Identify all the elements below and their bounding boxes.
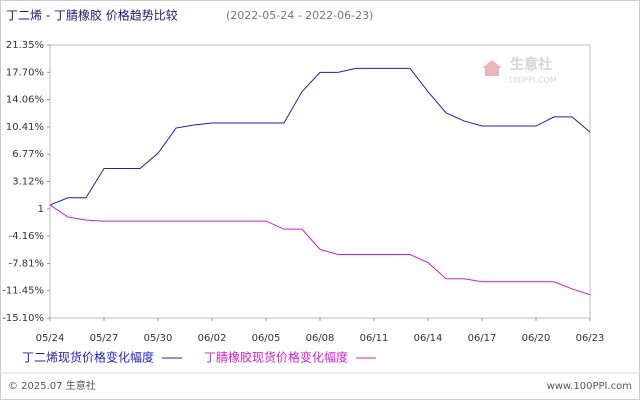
y-tick-label: 1: [38, 204, 44, 215]
y-tick-label: 3.12%: [12, 177, 44, 188]
y-tick-label: 6.77%: [12, 149, 44, 160]
legend-label: 丁二烯现货价格变化幅度: [22, 350, 154, 365]
series-line: [49, 204, 591, 296]
x-tick-label: 06/05: [252, 333, 281, 344]
y-tick-label: 17.70%: [6, 67, 44, 78]
x-tick-label: 06/20: [522, 333, 551, 344]
legend-label: 丁腈橡胶现货价格变化幅度: [204, 350, 348, 365]
y-tick-label: -7.81%: [9, 258, 44, 269]
x-tick-label: 06/23: [576, 333, 605, 344]
x-tick-label: 06/14: [414, 333, 443, 344]
y-tick-label: -15.10%: [2, 313, 44, 324]
x-tick-label: 05/27: [90, 333, 119, 344]
chart-title: 丁二烯 - 丁腈橡胶 价格趋势比较: [6, 8, 178, 23]
x-tick-label: 06/17: [468, 333, 497, 344]
x-tick-label: 05/24: [36, 333, 65, 344]
series-line: [49, 67, 591, 206]
y-tick-label: 10.41%: [6, 122, 44, 133]
x-tick-label: 06/11: [360, 333, 389, 344]
y-tick-label: -11.45%: [2, 286, 44, 297]
watermark-name: 生意社: [510, 56, 552, 73]
watermark-icon: [482, 60, 502, 76]
plot-area: [49, 44, 591, 319]
footer-left: © 2025.07 生意社: [8, 379, 96, 392]
watermark: 生意社 100PPI.COM: [482, 56, 557, 85]
chart-subtitle: (2022-05-24 - 2022-06-23): [226, 9, 373, 22]
y-tick-label: 21.35%: [6, 40, 44, 51]
footer-right: www.100PPI.com: [547, 381, 632, 392]
x-tick-label: 06/08: [306, 333, 335, 344]
x-tick-label: 05/30: [144, 333, 173, 344]
watermark-site: 100PPI.COM: [508, 76, 557, 85]
x-tick-label: 06/02: [198, 333, 227, 344]
y-tick-label: 14.06%: [6, 95, 44, 106]
y-tick-label: -4.16%: [9, 231, 44, 242]
